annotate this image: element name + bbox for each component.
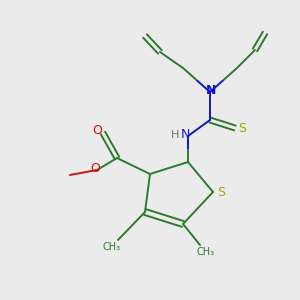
Text: CH₃: CH₃ (197, 247, 215, 257)
Text: CH₃: CH₃ (103, 242, 121, 252)
Text: O: O (90, 163, 100, 176)
Text: O: O (92, 124, 102, 137)
Text: N: N (206, 85, 216, 98)
Text: S: S (217, 185, 225, 199)
Text: S: S (238, 122, 246, 134)
Text: H: H (171, 130, 179, 140)
Text: N: N (180, 128, 190, 142)
